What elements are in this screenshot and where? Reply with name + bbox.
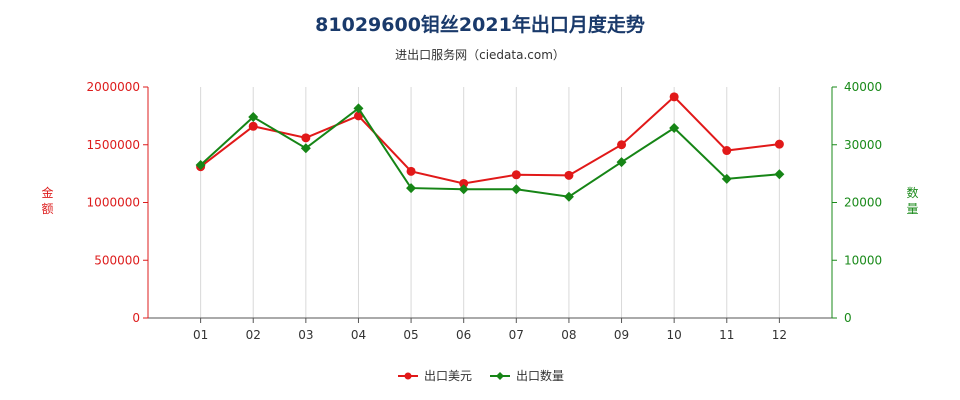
legend-item-1: 出口美元 — [398, 369, 472, 383]
data-point — [300, 143, 311, 154]
y-left-tick-label: 500000 — [94, 253, 140, 267]
data-point — [722, 146, 732, 156]
data-point — [669, 92, 679, 102]
y-right-tick-label: 30000 — [844, 138, 882, 152]
data-point — [301, 133, 311, 143]
series-1 — [196, 92, 784, 188]
legend-label: 出口数量 — [516, 368, 564, 383]
x-tick-label: 03 — [298, 328, 313, 342]
x-tick-label: 01 — [193, 328, 208, 342]
x-tick-label: 11 — [719, 328, 734, 342]
series-line — [200, 95, 780, 185]
data-point — [721, 173, 732, 184]
legend-swatch-marker — [404, 372, 412, 380]
x-tick-label: 09 — [614, 328, 629, 342]
y-right-tick-label: 40000 — [844, 80, 882, 94]
data-point — [511, 184, 522, 195]
data-point — [774, 139, 784, 149]
data-point — [774, 169, 785, 180]
data-point — [511, 170, 521, 180]
y-right-axis-title: 数量 — [905, 185, 919, 218]
x-tick-label: 07 — [509, 328, 524, 342]
series-line — [199, 106, 780, 198]
x-tick-label: 06 — [456, 328, 471, 342]
data-point — [617, 140, 627, 150]
data-point — [406, 166, 416, 176]
chart-title: 81029600钼丝2021年出口月度走势 — [315, 14, 645, 36]
data-point — [353, 111, 363, 121]
y-left-tick-label: 0 — [132, 311, 140, 325]
x-tick-label: 10 — [667, 328, 682, 342]
data-point — [353, 103, 364, 114]
x-tick-label: 12 — [772, 328, 787, 342]
series-2 — [195, 103, 785, 202]
x-tick-label: 05 — [403, 328, 418, 342]
y-right-tick-label: 20000 — [844, 196, 882, 210]
data-point — [248, 112, 259, 123]
data-point — [195, 159, 206, 170]
legend-label: 出口美元 — [424, 369, 472, 383]
y-left-tick-label: 1500000 — [87, 138, 140, 152]
series-layer — [195, 92, 785, 202]
x-tick-label: 02 — [246, 328, 261, 342]
data-point — [406, 183, 417, 194]
axes: 01 02 03 04 05 06 07 08 09 10 11 12 0 500000 1000000 15… — [40, 80, 919, 342]
legend: 出口美元 出口数量 — [398, 368, 564, 383]
y-right-tick-label: 10000 — [844, 253, 882, 267]
y-left-tick-label: 2000000 — [87, 80, 140, 94]
legend-swatch-marker — [496, 372, 504, 380]
grid-lines — [200, 87, 780, 318]
y-left-axis-title: 金额 — [40, 185, 54, 218]
data-point — [563, 191, 574, 202]
data-point — [616, 157, 627, 168]
data-point — [458, 184, 469, 195]
legend-item-2: 出口数量 — [490, 368, 564, 383]
data-point — [669, 123, 680, 134]
data-point — [564, 170, 574, 180]
data-point — [248, 121, 258, 131]
x-tick-label: 04 — [351, 328, 366, 342]
y-left-tick-label: 1000000 — [87, 196, 140, 210]
x-tick-label: 08 — [561, 328, 576, 342]
data-point — [459, 178, 469, 188]
y-right-tick-label: 0 — [844, 311, 852, 325]
chart-subtitle: 进出口服务网（ciedata.com） — [395, 48, 565, 62]
